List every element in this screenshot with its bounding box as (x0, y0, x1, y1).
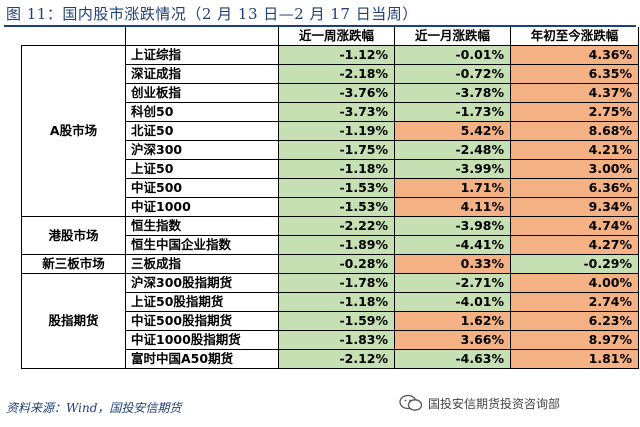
ytd-change-cell: 2.74% (510, 292, 639, 312)
week-change-cell: -1.18% (278, 159, 395, 179)
week-change-cell: -3.76% (278, 83, 395, 103)
ytd-change-cell: 4.00% (510, 273, 639, 293)
month-change-cell: 3.66% (394, 330, 511, 350)
index-name: 中证500 (125, 178, 279, 198)
week-change-cell: -0.28% (278, 254, 395, 274)
table-row: 上证50股指期货 -1.18% -4.01% 2.74% (22, 292, 639, 312)
month-change-cell: -1.73% (394, 102, 511, 122)
market-label: A股市场 (21, 45, 126, 217)
ytd-change-cell: 6.35% (510, 64, 639, 84)
index-name: 北证50 (125, 121, 279, 141)
table-row: 新三板市场 三板成指 -0.28% 0.33% -0.29% (21, 254, 639, 274)
month-change-cell: 0.33% (394, 254, 511, 274)
month-change-cell: 5.42% (394, 121, 511, 141)
source-note: 资料来源：Wind，国投安信期货 (6, 401, 182, 415)
market-label: 港股市场 (21, 216, 126, 255)
ytd-change-cell: 4.37% (510, 83, 639, 103)
week-change-cell: -1.89% (278, 235, 395, 255)
index-name: 沪深300 (125, 140, 279, 160)
title-rule (4, 25, 636, 27)
ytd-change-cell: 3.00% (510, 159, 639, 179)
ytd-change-cell: 4.74% (510, 216, 639, 236)
index-name: 上证50 (125, 159, 279, 179)
table-row: 中证1000股指期货 -1.83% 3.66% 8.97% (22, 330, 639, 350)
ytd-change-cell: -0.29% (510, 254, 639, 274)
index-name: 沪深300股指期货 (125, 273, 279, 293)
market-label: 新三板市场 (21, 254, 126, 274)
ytd-change-cell: 4.36% (510, 45, 639, 65)
table-row: 深证成指 -2.18% -0.72% 6.35% (22, 64, 639, 84)
watermark: 国投安信期货投资咨询部 (398, 394, 560, 412)
week-change-cell: -1.78% (278, 273, 395, 293)
ytd-change-cell: 8.97% (510, 330, 639, 350)
table-row: 港股市场 恒生指数 -2.22% -3.98% 4.74% (21, 216, 639, 255)
table-row: 中证500 -1.53% 1.71% 6.36% (22, 178, 639, 198)
index-name: 中证500股指期货 (125, 311, 279, 331)
month-change-cell: 4.11% (394, 197, 511, 217)
ytd-change-cell: 6.36% (510, 178, 639, 198)
ytd-change-cell: 4.21% (510, 140, 639, 160)
header-ytd: 年初至今涨跌幅 (510, 27, 639, 46)
index-name: 富时中国A50期货 (125, 349, 279, 369)
week-change-cell: -2.12% (278, 349, 395, 369)
table-row: 富时中国A50期货 -2.12% -4.63% 1.81% (22, 349, 639, 369)
week-change-cell: -1.19% (278, 121, 395, 141)
month-change-cell: -4.41% (394, 235, 511, 255)
table-row: 创业板指 -3.76% -3.78% 4.37% (22, 83, 639, 103)
week-change-cell: -1.75% (278, 140, 395, 160)
table-row: 科创50 -3.73% -1.73% 2.75% (22, 102, 639, 122)
figure-title: 图 11：国内股市涨跌情况（2 月 13 日—2 月 17 日当周） (6, 5, 418, 23)
wechat-icon (399, 394, 423, 411)
table-row: A股市场 上证综指 -1.12% -0.01% 4.36% (21, 45, 639, 217)
market-table: 近一周涨跌幅 近一月涨跌幅 年初至今涨跌幅 A股市场 上证综指 -1.12% -0.0… (21, 27, 639, 369)
month-change-cell: -3.99% (394, 159, 511, 179)
index-name: 三板成指 (125, 254, 279, 274)
month-change-cell: -2.48% (394, 140, 511, 160)
week-change-cell: -1.59% (278, 311, 395, 331)
month-change-cell: -3.98% (394, 216, 511, 236)
index-name: 恒生指数 (125, 216, 279, 236)
month-change-cell: -3.78% (394, 83, 511, 103)
week-change-cell: -3.73% (278, 102, 395, 122)
index-name: 上证50股指期货 (125, 292, 279, 312)
ytd-change-cell: 9.34% (510, 197, 639, 217)
table-row: 股指期货 沪深300股指期货 -1.78% -2.71% 4.00% (21, 273, 639, 369)
ytd-change-cell: 1.81% (510, 349, 639, 369)
week-change-cell: -1.12% (278, 45, 395, 65)
index-name: 上证综指 (125, 45, 279, 65)
header-blank-cell (21, 27, 126, 46)
header-week: 近一周涨跌幅 (278, 27, 395, 46)
index-name: 中证1000股指期货 (125, 330, 279, 350)
week-change-cell: -1.83% (278, 330, 395, 350)
table-row: 北证50 -1.19% 5.42% 8.68% (22, 121, 639, 141)
market-label: 股指期货 (21, 273, 126, 369)
ytd-change-cell: 6.23% (510, 311, 639, 331)
index-name: 创业板指 (125, 83, 279, 103)
index-name: 恒生中国企业指数 (125, 235, 279, 255)
month-change-cell: -4.63% (394, 349, 511, 369)
ytd-change-cell: 8.68% (510, 121, 639, 141)
watermark-text: 国投安信期货投资咨询部 (428, 396, 561, 411)
month-change-cell: -2.71% (394, 273, 511, 293)
ytd-change-cell: 2.75% (510, 102, 639, 122)
month-change-cell: -4.01% (394, 292, 511, 312)
month-change-cell: 1.71% (394, 178, 511, 198)
ytd-change-cell: 4.27% (510, 235, 639, 255)
index-name: 中证1000 (125, 197, 279, 217)
index-name: 深证成指 (125, 64, 279, 84)
week-change-cell: -1.18% (278, 292, 395, 312)
month-change-cell: -0.01% (394, 45, 511, 65)
header-blank-cell (125, 27, 279, 46)
week-change-cell: -2.18% (278, 64, 395, 84)
index-name: 科创50 (125, 102, 279, 122)
week-change-cell: -1.53% (278, 178, 395, 198)
table-header-row: 近一周涨跌幅 近一月涨跌幅 年初至今涨跌幅 (21, 27, 639, 46)
week-change-cell: -1.53% (278, 197, 395, 217)
month-change-cell: -0.72% (394, 64, 511, 84)
week-change-cell: -2.22% (278, 216, 395, 236)
month-change-cell: 1.62% (394, 311, 511, 331)
header-month: 近一月涨跌幅 (394, 27, 511, 46)
